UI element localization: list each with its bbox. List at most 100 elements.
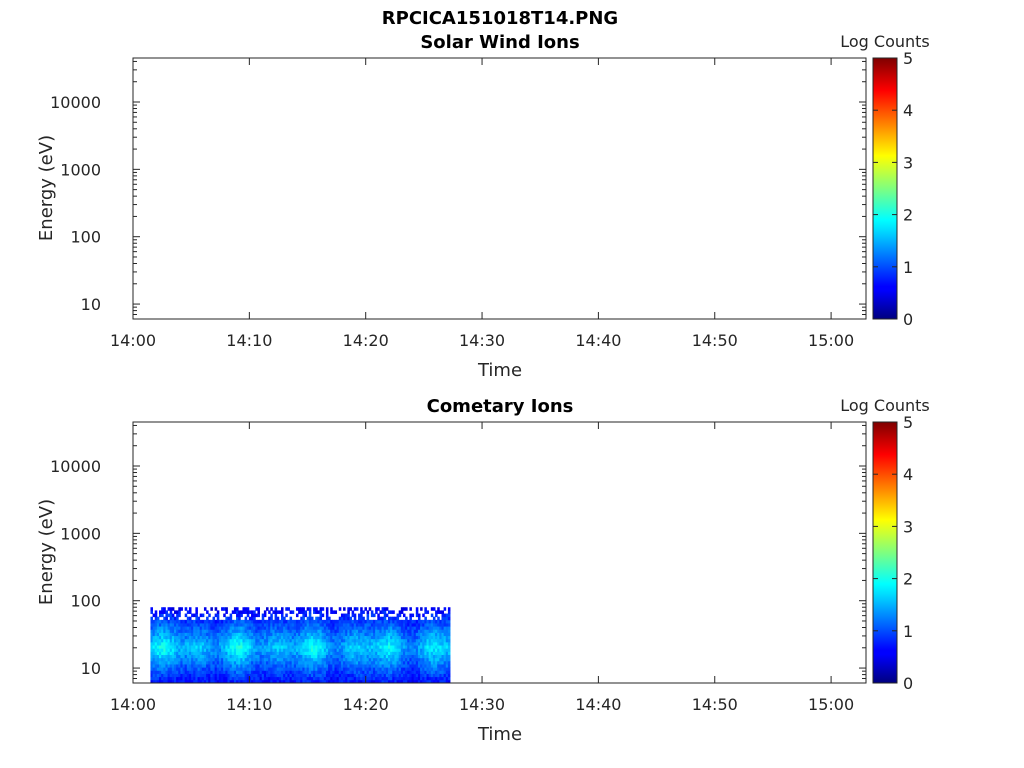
- heatmap-cell: [302, 679, 305, 684]
- heatmap-cell: [441, 657, 445, 662]
- heatmap-cell: [445, 613, 449, 618]
- heatmap-cell: [233, 641, 237, 646]
- heatmap-cell: [272, 657, 275, 662]
- heatmap-cell: [283, 657, 286, 662]
- heatmap-cell: [304, 613, 308, 618]
- heatmap-cell: [366, 657, 370, 662]
- heatmap-cell: [332, 673, 335, 678]
- heatmap-cell: [266, 670, 269, 674]
- heatmap-cell: [225, 635, 228, 640]
- heatmap-cell: [390, 645, 393, 649]
- heatmap-cell: [445, 641, 449, 646]
- heatmap-cell: [293, 623, 297, 627]
- heatmap-cell: [347, 657, 350, 662]
- heatmap-cell: [355, 667, 359, 671]
- heatmap-cell: [193, 673, 196, 678]
- heatmap-cell: [405, 635, 408, 640]
- heatmap-cell: [304, 645, 308, 649]
- heatmap-cell: [402, 632, 406, 637]
- heatmap-cell: [244, 673, 248, 678]
- heatmap-cell: [396, 673, 400, 678]
- heatmap-cell: [310, 648, 314, 652]
- heatmap-cell: [227, 673, 231, 678]
- heatmap-cell: [159, 638, 162, 643]
- heatmap-cell: [259, 657, 263, 662]
- heatmap-cell: [199, 651, 203, 655]
- heatmap-cell: [415, 645, 419, 649]
- heatmap-cell: [396, 632, 400, 637]
- heatmap-cell: [167, 632, 171, 637]
- heatmap-cell: [236, 676, 239, 681]
- heatmap-cell: [319, 648, 323, 652]
- heatmap-cell: [244, 654, 248, 659]
- heatmap-cell: [319, 635, 323, 640]
- heatmap-cell: [313, 657, 316, 662]
- heatmap-cell: [323, 635, 327, 640]
- heatmap-cell: [362, 667, 365, 671]
- heatmap-cell: [274, 613, 278, 618]
- heatmap-cell: [317, 676, 320, 681]
- heatmap-cell: [310, 670, 314, 674]
- heatmap-cell: [373, 673, 376, 678]
- heatmap-cell: [411, 619, 415, 624]
- heatmap-cell: [214, 645, 218, 649]
- heatmap-cell: [188, 638, 192, 643]
- colorbar-tick-label: 0: [903, 674, 913, 693]
- heatmap-cell: [313, 623, 316, 627]
- heatmap-cell: [195, 648, 198, 652]
- heatmap-cell: [349, 629, 353, 633]
- heatmap-cell: [163, 610, 166, 614]
- heatmap-cell: [351, 641, 355, 646]
- heatmap-cell: [300, 629, 303, 633]
- heatmap-cell: [244, 610, 248, 614]
- heatmap-cell: [407, 651, 410, 655]
- heatmap-cell: [152, 635, 156, 640]
- heatmap-cell: [409, 670, 412, 674]
- colorbar-label: Log Counts: [840, 32, 930, 51]
- heatmap-cell: [178, 673, 181, 678]
- heatmap-cell: [255, 629, 258, 633]
- heatmap-cell: [387, 676, 391, 681]
- heatmap-cell: [306, 651, 310, 655]
- heatmap-cell: [435, 610, 438, 614]
- heatmap-cell: [278, 664, 282, 668]
- heatmap-cell: [370, 638, 374, 643]
- heatmap-cell: [291, 648, 295, 652]
- heatmap-cell: [191, 676, 194, 681]
- heatmap-cell: [199, 673, 203, 678]
- heatmap-cell: [244, 629, 248, 633]
- x-tick-label: 15:00: [808, 695, 854, 714]
- heatmap-cell: [398, 651, 402, 655]
- heatmap-cell: [272, 638, 275, 643]
- heatmap-cell: [156, 667, 160, 671]
- heatmap-cell: [300, 626, 303, 630]
- heatmap-cell: [336, 670, 340, 674]
- heatmap-cell: [325, 660, 329, 665]
- heatmap-cell: [330, 638, 333, 643]
- heatmap-cell: [270, 648, 273, 652]
- heatmap-cell: [409, 667, 412, 671]
- heatmap-cell: [375, 679, 378, 684]
- heatmap-cell: [332, 654, 335, 659]
- heatmap-cell: [163, 670, 166, 674]
- heatmap-cell: [253, 610, 256, 614]
- heatmap-cell: [197, 648, 201, 652]
- heatmap-cell: [424, 657, 427, 662]
- heatmap-cell: [268, 657, 271, 662]
- heatmap-cell: [171, 648, 175, 652]
- heatmap-cell: [447, 648, 451, 652]
- heatmap-cell: [424, 616, 427, 621]
- heatmap-cell: [349, 664, 353, 668]
- heatmap-cell: [257, 667, 260, 671]
- heatmap-cell: [291, 635, 295, 640]
- heatmap-cell: [152, 679, 156, 684]
- heatmap-cell: [368, 626, 372, 630]
- heatmap-cell: [218, 619, 222, 624]
- heatmap-cell: [266, 623, 269, 627]
- heatmap-cell: [443, 616, 447, 621]
- heatmap-cell: [163, 654, 166, 659]
- heatmap-cell: [313, 667, 316, 671]
- heatmap-cell: [353, 679, 357, 684]
- heatmap-cell: [203, 607, 207, 611]
- heatmap-cell: [381, 673, 385, 678]
